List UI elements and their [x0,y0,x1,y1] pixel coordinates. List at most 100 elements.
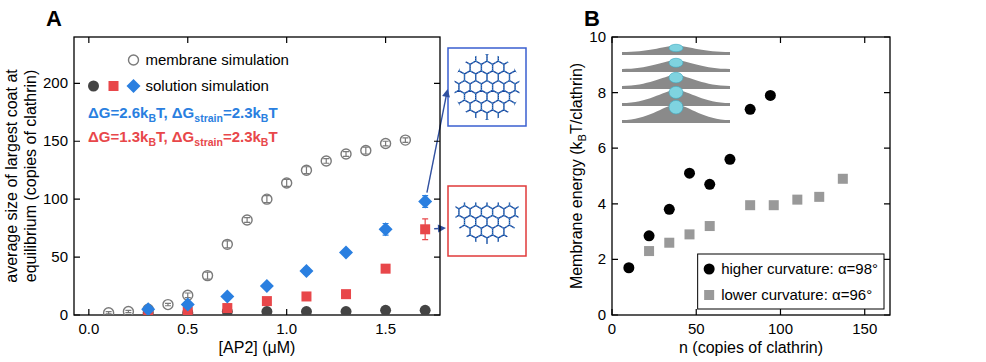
data-point [141,302,155,315]
x-tick-label: 0.0 [78,320,99,337]
data-point [724,154,735,165]
error-bar [125,310,131,312]
data-point [380,305,391,315]
membrane-shape [622,45,730,55]
membrane-coat [669,44,683,52]
data-point [339,245,353,259]
data-point [203,271,213,281]
legend-label: lower curvature: α=96° [721,286,872,303]
error-bar [205,272,211,279]
data-point [769,200,779,210]
text-part: T/clathrin) [568,63,585,134]
arrow-head [442,89,450,98]
membrane-coat [669,86,683,98]
legend-marker [129,55,139,65]
y-tick-label: 150 [43,132,68,149]
x-axis-title: n (copies of clathrin) [679,339,823,356]
legend: membrane simulation solution simulation [88,51,289,94]
data-point [745,200,755,210]
data-point [420,224,430,234]
coat-lattice-light [453,202,521,266]
data-point [301,165,311,175]
error-bar [165,303,171,305]
legend-frame [698,254,884,309]
data [623,90,847,273]
data-point [644,246,654,256]
legend-marker [109,81,119,91]
legend-label: membrane simulation [146,51,289,68]
text-part: strain [194,112,223,124]
data-point [381,139,391,149]
plot-frame [74,37,440,315]
data-point [341,149,351,159]
legend-marker [127,79,141,93]
error-bar [363,147,369,154]
panel: 0.00.51.01.5050100150200[AP2] (μM)averag… [3,6,577,356]
error-bar [244,218,250,223]
text-part: B [576,134,588,141]
x-ticks: 050100150 [608,37,877,337]
data-point [400,135,410,145]
coat-lattice-light [403,12,577,162]
legend-marker [704,290,714,300]
x-tick [88,37,89,315]
x-tick [696,37,697,315]
text-part: strain [194,136,223,148]
y-tick-labels: 0246810 [589,28,606,323]
error-bar [303,167,309,174]
data-point [420,305,431,315]
y-tick-label: 0 [60,306,68,323]
y-axis-title: equilibrium (copies of clathrin) [22,70,39,283]
membrane-coat [669,72,683,83]
y-tick [74,256,440,257]
x-tick-label: 150 [852,320,877,337]
annotation: ΔG=1.3kBT, ΔGstrain=2.3kBT [88,128,278,148]
figure: 0.00.51.01.5050100150200[AP2] (μM)averag… [0,0,986,362]
data-point [262,296,272,306]
data-point [705,221,715,231]
plot-frame [612,37,890,315]
data-point [623,262,634,273]
data-point [222,239,232,249]
x-tick [611,37,612,315]
data-point [664,204,675,215]
data-point [341,306,352,315]
error-bar [185,293,191,298]
text-part: T, ΔG [156,128,194,145]
y-axis-title: Membrane energy (kBT/clathrin) [568,63,588,289]
y-tick-label: 50 [51,248,68,265]
data-point [301,306,312,315]
error-bar [323,159,329,164]
membrane-coat [669,58,683,67]
y-tick-label: 6 [598,139,606,156]
arrow-line [427,95,447,193]
error-bar [224,241,230,248]
text-part: ΔG=2.6k [88,104,149,121]
data [104,135,433,315]
data-point [745,104,756,115]
text-part: =2.3k [223,104,262,121]
data-point [222,303,232,313]
y-tick-label: 4 [598,195,606,212]
coat [403,12,577,162]
legend-label: solution simulation [146,77,269,94]
error-bar [284,179,290,186]
data-point [684,168,695,179]
y-tick-label: 200 [43,74,68,91]
data-point [685,229,695,239]
x-tick-label: 0 [608,320,616,337]
x-tick-label: 0.5 [177,320,198,337]
data-point [104,308,114,315]
error-bar [264,196,270,203]
x-tick-label: 1.5 [375,320,396,337]
arrow-head [438,225,446,233]
panel-label: A [46,6,62,31]
y-tick [612,36,890,37]
data-point [321,156,331,166]
data-point [792,195,802,205]
text-part: Membrane energy (k [568,140,585,289]
data-point [301,291,311,301]
y-tick-label: 100 [43,190,68,207]
coat-lattice [403,12,577,162]
data-point [381,264,391,274]
